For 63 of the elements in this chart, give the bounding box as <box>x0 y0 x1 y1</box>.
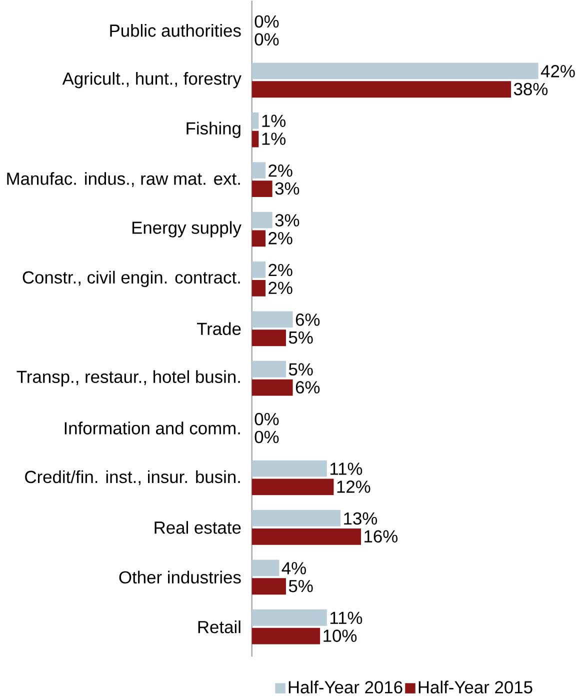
bar <box>252 560 280 576</box>
bar <box>252 609 328 626</box>
data-label: 11% <box>330 612 362 624</box>
data-label: 2% <box>268 264 293 276</box>
bar <box>252 212 273 228</box>
data-label: 0% <box>255 412 279 426</box>
y-tick-label: Fishing <box>186 122 241 138</box>
bar <box>252 112 259 129</box>
data-label: 0% <box>255 33 279 46</box>
data-label: 4% <box>282 562 306 574</box>
y-tick-label: Retail <box>198 620 241 634</box>
y-tick-label: Constr., civil engin. contract. <box>23 270 240 288</box>
y-tick-label: Public authorities <box>110 24 242 37</box>
bar <box>252 379 294 396</box>
bar <box>252 280 266 296</box>
bar <box>252 162 266 179</box>
bar <box>252 130 259 148</box>
bar <box>252 180 273 197</box>
data-label: 42% <box>541 65 576 78</box>
bar <box>252 628 320 644</box>
data-label: 5% <box>289 331 314 344</box>
data-label: 2% <box>268 164 293 177</box>
data-label: 13% <box>344 512 378 525</box>
y-tick-label: Transp., restaur., hotel busin. <box>17 370 240 386</box>
data-label: 0% <box>255 430 279 444</box>
legend-label: Half-Year 2015 <box>419 680 533 694</box>
data-label: 0% <box>255 15 279 28</box>
bar <box>252 510 341 526</box>
bar <box>252 311 294 328</box>
bar <box>252 460 328 477</box>
data-label: 5% <box>289 580 314 592</box>
y-tick-label: Other industries <box>120 570 242 584</box>
bar <box>252 262 266 278</box>
legend-label: Half-Year 2016 <box>289 680 403 694</box>
data-label: 6% <box>296 314 320 326</box>
data-label: 38% <box>514 82 548 96</box>
y-tick-label: Trade <box>197 322 241 336</box>
bar <box>252 330 286 346</box>
data-label: 1% <box>262 132 286 145</box>
data-label: 3% <box>275 214 300 226</box>
y-tick-label: Information and comm. <box>65 422 240 434</box>
y-tick-label: Manufac. indus., raw mat. ext. <box>7 172 240 187</box>
data-label: 10% <box>324 630 357 642</box>
data-label: 1% <box>262 114 286 127</box>
bar <box>252 230 266 247</box>
bar <box>252 62 539 80</box>
data-label: 11% <box>330 462 362 475</box>
y-tick-label: Credit/fin. inst., insur. busin. <box>25 470 240 486</box>
data-label: 6% <box>296 381 320 394</box>
data-label: 3% <box>275 182 300 195</box>
data-label: 12% <box>338 480 370 493</box>
data-label: 5% <box>289 363 314 376</box>
y-tick-label: Agricult., hunt., forestry <box>62 72 242 88</box>
bar <box>252 360 286 378</box>
bar <box>252 478 334 496</box>
data-label: 16% <box>364 530 398 543</box>
data-label: 2% <box>268 282 293 294</box>
bar <box>252 528 362 545</box>
y-tick-label: Real estate <box>155 521 241 534</box>
bar <box>252 578 286 595</box>
bar <box>252 81 512 98</box>
data-label: 2% <box>268 232 293 244</box>
y-tick-label: Energy supply <box>132 221 242 238</box>
